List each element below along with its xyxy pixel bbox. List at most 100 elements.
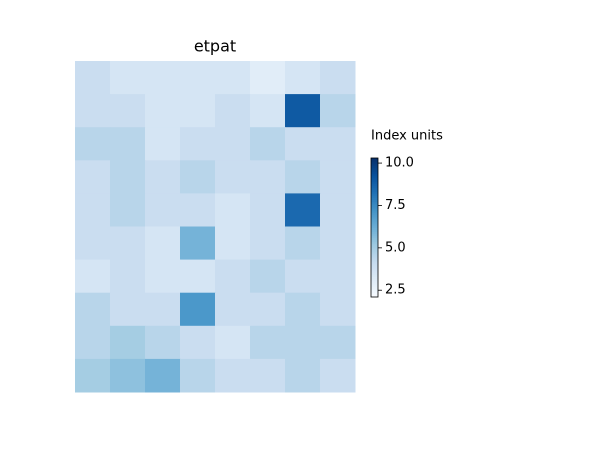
colorbar-swatch [371,227,378,230]
heatmap-cell [250,127,286,161]
heatmap-cell [285,193,321,227]
heatmap-cell [145,325,181,360]
colorbar-swatch [371,177,378,181]
colorbar-swatch [371,273,378,276]
heatmap-cell [145,94,181,128]
heatmap-cell [250,358,286,393]
colorbar [371,158,378,298]
heatmap-cell [180,127,216,161]
colorbar-swatch [371,293,378,296]
colorbar-swatch [371,169,378,173]
colorbar-swatch [371,203,378,206]
heatmap-cell [215,259,251,294]
heatmap-cell [145,292,181,327]
heatmap-cell [180,358,216,393]
heatmap-cell [75,325,111,360]
colorbar-swatch [371,277,378,280]
heatmap-cell [285,160,321,194]
colorbar-swatch [371,235,378,238]
heatmap-cell [215,61,251,95]
colorbar-swatch [371,217,378,220]
colorbar-swatch [371,209,378,212]
heatmap-cell [145,193,181,227]
colorbar-swatch [371,173,378,177]
colorbar-swatch [371,171,378,175]
colorbar-swatch [371,211,378,214]
colorbar-swatch [371,257,378,260]
colorbar-swatch [371,259,378,262]
colorbar-swatch [371,187,378,191]
heatmap-cell [250,226,286,261]
colorbar-swatch [371,253,378,256]
heatmap-cell [215,127,251,161]
colorbar-swatch [371,239,378,242]
colorbar-swatch [371,189,378,193]
colorbar-label: Index units [371,129,443,144]
heatmap-cell [215,292,251,327]
heatmap-cell [180,94,216,128]
heatmap-cell [285,226,321,261]
colorbar-swatch [371,291,378,294]
colorbar-swatch [371,229,378,232]
heatmap-cell [145,61,181,95]
heatmap-cell [250,259,286,294]
heatmap-cell [180,160,216,194]
colorbar-swatch [371,199,378,202]
colorbar-swatch [371,267,378,270]
heatmap-cell [180,292,216,327]
heatmap-cell [110,292,146,327]
heatmap-cell [215,94,251,128]
colorbar-swatch [371,207,378,210]
heatmap-cell [250,193,286,227]
colorbar-swatch [371,285,378,288]
colorbar-swatch [371,269,378,272]
colorbar-swatch [371,185,378,189]
colorbar-swatch [371,219,378,222]
colorbar-swatch [371,163,378,167]
heatmap-cell [145,358,181,393]
heatmap-cell [75,292,111,327]
heatmap-cell [75,94,111,128]
heatmap-cell [75,61,111,95]
heatmap-cell [320,226,356,261]
colorbar-swatch [371,159,378,163]
heatmap-cell [285,358,321,393]
colorbar-swatch [371,261,378,264]
heatmap-cell [75,127,111,161]
heatmap-cell [250,94,286,128]
heatmap-cell [180,325,216,360]
heatmap-cell [320,292,356,327]
colorbar-swatch [371,281,378,284]
heatmap-cell [215,226,251,261]
heatmap-cell [110,226,146,261]
heatmap-cell [285,325,321,360]
colorbar-swatch [371,197,378,200]
colorbar-swatch [371,225,378,228]
colorbar-swatch [371,201,378,204]
colorbar-swatch [371,175,378,179]
heatmap-cell [110,127,146,161]
heatmap-cell [320,325,356,360]
heatmap-cell [320,127,356,161]
colorbar-swatch [371,275,378,278]
colorbar-swatch [371,195,378,199]
colorbar-swatch [371,295,378,298]
colorbar-swatch [371,255,378,258]
heatmap-cell [145,127,181,161]
colorbar-swatch [371,161,378,165]
heatmap-cell [75,358,111,393]
heatmap-cell [250,292,286,327]
heatmap-cell [285,61,321,95]
heatmap-cell [145,259,181,294]
heatmap-cell [285,292,321,327]
colorbar-swatch [371,213,378,216]
heatmap-cell [110,61,146,95]
heatmap-cell [180,259,216,294]
colorbar-swatch [371,193,378,197]
heatmap-cell [250,160,286,194]
heatmap-cell [110,94,146,128]
heatmap-cell [75,259,111,294]
heatmap-cell [250,325,286,360]
colorbar-swatch [371,243,378,246]
